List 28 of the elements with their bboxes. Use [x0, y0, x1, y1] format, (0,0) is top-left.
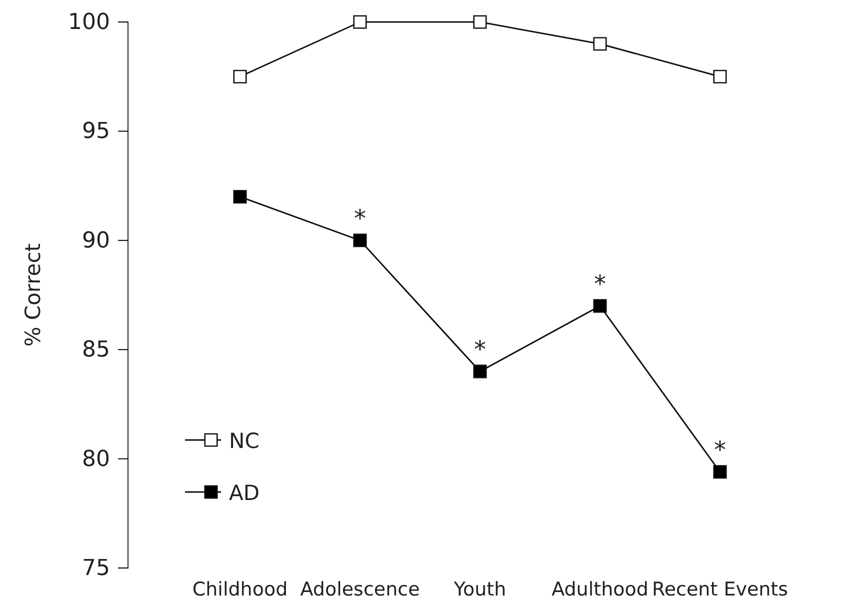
annotation: * — [714, 436, 726, 464]
point — [593, 299, 607, 313]
y-tick-label: 95 — [82, 119, 110, 144]
annotation: * — [474, 335, 486, 364]
x-tick-label: Youth — [452, 578, 506, 600]
point — [233, 70, 247, 84]
legend-label: AD — [229, 481, 260, 505]
point — [593, 37, 607, 51]
y-tick-label: 75 — [82, 556, 110, 582]
y-tick-label: 80 — [82, 446, 110, 472]
annotation: * — [594, 270, 606, 298]
x-tick-label: Recent Events — [652, 578, 788, 600]
point — [713, 70, 727, 84]
point — [473, 15, 487, 29]
point — [473, 364, 487, 378]
point — [353, 234, 367, 248]
legend-label: NC — [229, 429, 260, 453]
y-tick-label: 85 — [82, 338, 110, 363]
y-axis-title: % Correct — [21, 243, 45, 347]
x-tick-label: Childhood — [192, 578, 288, 600]
x-tick-label: Adulthood — [552, 578, 648, 600]
annotation: * — [354, 204, 366, 232]
x-tick-label: Adolescence — [300, 578, 420, 600]
y-tick-label: 90 — [82, 228, 110, 254]
point — [713, 465, 727, 479]
y-tick-label: 100 — [68, 10, 110, 36]
point — [353, 15, 367, 29]
point — [233, 190, 247, 204]
